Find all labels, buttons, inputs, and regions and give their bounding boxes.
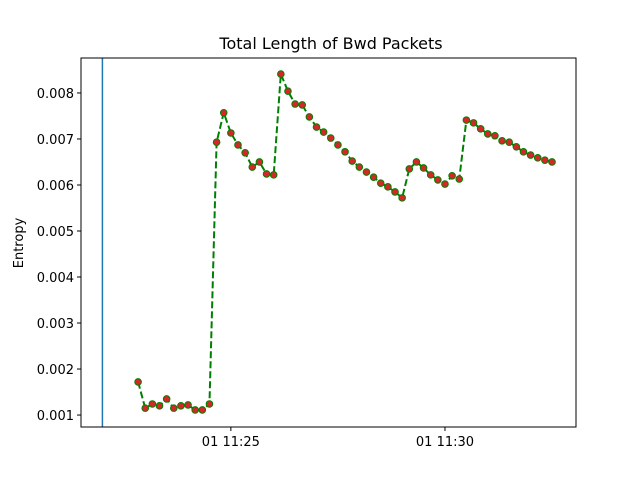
- data-point: [269, 171, 278, 179]
- data-point: [362, 168, 371, 176]
- data-point: [548, 158, 556, 166]
- data-point: [541, 156, 549, 164]
- data-point: [212, 138, 221, 146]
- data-point: [398, 194, 406, 202]
- data-point: [505, 138, 514, 146]
- data-point: [469, 119, 478, 127]
- data-point: [155, 402, 164, 410]
- data-point: [198, 406, 207, 414]
- data-point: [498, 137, 506, 145]
- data-point: [326, 134, 335, 142]
- data-point: [277, 70, 285, 78]
- data-point: [426, 171, 435, 179]
- data-point: [205, 400, 214, 408]
- data-point: [298, 101, 307, 109]
- data-point: [519, 148, 528, 156]
- plot-frame: [80, 57, 577, 428]
- data-point: [455, 175, 464, 183]
- data-point: [227, 129, 235, 137]
- data-point: [491, 131, 499, 140]
- y-tick-label: 0.001: [37, 409, 74, 424]
- data-point: [255, 158, 264, 166]
- data-point: [476, 125, 485, 133]
- data-point: [305, 113, 314, 121]
- x-tick-label: 01 11:30: [416, 435, 474, 450]
- data-point: [134, 378, 142, 386]
- data-point: [262, 170, 271, 178]
- y-tick-label: 0.002: [37, 363, 74, 378]
- y-axis-label: Entropy: [12, 217, 27, 268]
- data-point: [162, 395, 171, 403]
- data-point: [191, 406, 199, 414]
- y-tick-label: 0.007: [37, 133, 74, 148]
- data-point: [241, 148, 249, 157]
- data-point: [533, 154, 542, 162]
- data-point: [248, 163, 257, 171]
- data-point: [348, 157, 356, 165]
- data-point: [355, 163, 364, 171]
- data-point: [284, 87, 292, 95]
- data-point: [448, 171, 456, 180]
- data-point: [312, 123, 321, 131]
- data-point: [462, 116, 471, 124]
- data-point: [341, 148, 349, 156]
- y-tick-label: 0.008: [37, 87, 74, 102]
- x-tick-label: 01 11:25: [202, 435, 260, 450]
- data-point: [376, 179, 385, 187]
- data-point: [419, 164, 428, 172]
- data-point: [512, 142, 521, 151]
- data-point: [184, 401, 192, 409]
- data-point: [526, 151, 535, 159]
- data-point: [141, 404, 150, 412]
- y-tick-label: 0.006: [37, 179, 74, 194]
- data-point: [169, 404, 178, 412]
- data-point: [369, 173, 378, 181]
- data-point: [434, 176, 442, 184]
- data-point: [148, 400, 157, 408]
- data-point: [483, 130, 492, 138]
- y-tick-label: 0.005: [37, 225, 74, 240]
- data-point: [405, 165, 414, 173]
- data-point: [291, 100, 299, 108]
- data-point: [334, 141, 342, 149]
- data-point: [177, 402, 185, 410]
- data-point: [441, 180, 449, 188]
- y-tick-label: 0.004: [37, 271, 74, 286]
- data-point: [319, 128, 328, 136]
- data-point: [391, 188, 399, 196]
- data-point: [219, 108, 228, 117]
- data-point: [412, 158, 421, 166]
- chart-title: Total Length of Bwd Packets: [218, 34, 442, 53]
- data-point: [384, 183, 392, 191]
- y-tick-label: 0.003: [37, 317, 74, 332]
- data-point: [234, 141, 242, 149]
